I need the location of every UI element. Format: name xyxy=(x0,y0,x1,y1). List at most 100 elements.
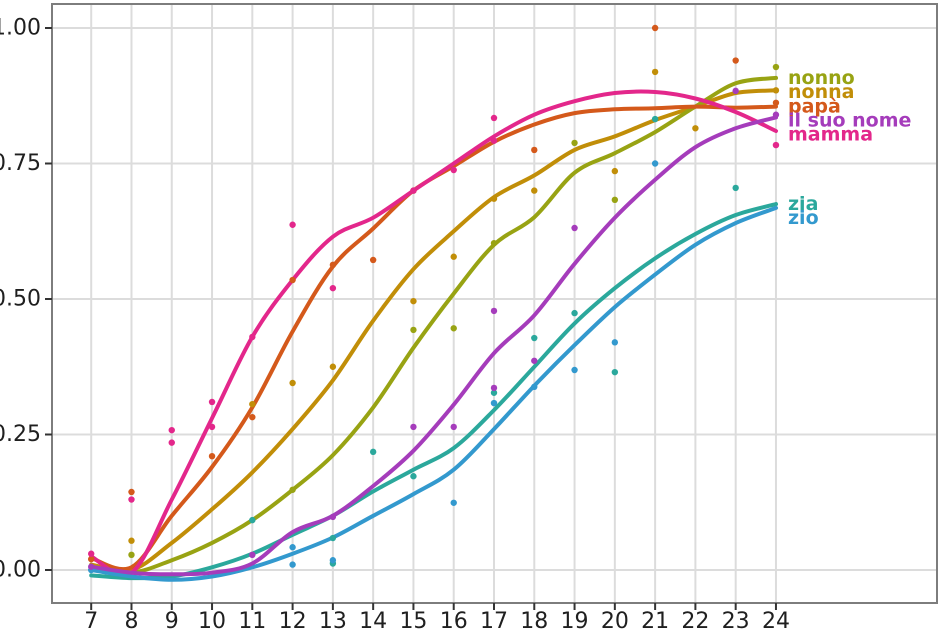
data-point-mamma xyxy=(208,423,216,431)
data-point-papa xyxy=(249,413,256,421)
x-tick-label: 14 xyxy=(359,609,387,631)
data-point-nonna xyxy=(490,195,498,202)
data-point-papa xyxy=(369,256,377,264)
data-point-il-suo-nome xyxy=(732,87,739,95)
series-label-nonno: nonno xyxy=(788,67,855,89)
data-point-il-suo-nome xyxy=(772,111,780,118)
x-tick-label: 13 xyxy=(319,609,347,631)
data-point-zia xyxy=(410,473,417,480)
data-point-papa xyxy=(329,261,337,269)
data-point-il-suo-nome xyxy=(410,423,417,431)
x-tick-label: 12 xyxy=(279,609,307,631)
series-label-il-suo-nome: il suo nome xyxy=(788,110,911,132)
data-point-nonna xyxy=(651,68,659,76)
data-point-il-suo-nome xyxy=(88,563,95,570)
data-point-nonna xyxy=(611,167,619,175)
y-tick-label: 0.75 xyxy=(0,151,41,176)
data-point-mamma xyxy=(772,141,780,149)
data-point-nonno xyxy=(128,551,135,559)
data-point-mamma xyxy=(329,284,337,292)
series-label-mamma: mamma xyxy=(788,124,873,146)
x-tick-label: 17 xyxy=(480,609,508,631)
x-tick-label: 21 xyxy=(641,609,669,631)
x-tick-label: 9 xyxy=(165,609,179,631)
x-tick-label: 18 xyxy=(520,609,548,631)
y-tick-label: 0.00 xyxy=(0,558,41,583)
data-point-mamma xyxy=(88,550,95,557)
x-tick-label: 23 xyxy=(722,609,750,631)
data-point-nonno xyxy=(611,196,619,204)
data-point-mamma xyxy=(168,426,175,434)
data-point-nonna xyxy=(329,363,337,370)
x-tick-label: 11 xyxy=(238,609,266,631)
series-label-zio: zio xyxy=(788,207,819,229)
data-point-il-suo-nome xyxy=(329,513,337,521)
data-point-zia xyxy=(369,448,377,456)
data-point-zio xyxy=(531,383,538,391)
data-point-zia xyxy=(531,334,538,342)
data-point-nonno xyxy=(410,326,417,334)
data-point-nonna xyxy=(289,379,296,387)
x-tick-label: 8 xyxy=(124,609,138,631)
data-point-nonna xyxy=(772,87,780,94)
data-point-zio xyxy=(329,557,337,564)
x-tick-label: 19 xyxy=(561,609,589,631)
data-point-nonno xyxy=(289,486,296,493)
x-tick-label: 24 xyxy=(762,609,790,631)
data-point-il-suo-nome xyxy=(450,423,457,431)
series-curve-zia xyxy=(89,202,778,581)
data-point-zio xyxy=(571,366,578,374)
data-point-zio xyxy=(450,499,457,506)
data-point-zio xyxy=(289,544,296,551)
data-point-nonno xyxy=(772,63,780,71)
data-point-zia xyxy=(611,368,619,376)
data-point-papa xyxy=(772,99,780,106)
data-point-il-suo-nome xyxy=(531,357,538,364)
data-point-il-suo-nome xyxy=(490,307,498,315)
data-point-nonna xyxy=(249,400,256,408)
data-point-zia xyxy=(490,389,498,396)
data-point-il-suo-nome xyxy=(249,551,256,559)
data-point-zia xyxy=(571,309,578,317)
series-label-nonna: nonna xyxy=(788,81,854,103)
data-point-mamma xyxy=(249,333,256,341)
data-point-mamma xyxy=(490,114,498,122)
data-point-nonno xyxy=(490,239,498,247)
data-point-nonna xyxy=(531,187,538,194)
x-tick-label: 22 xyxy=(681,609,709,631)
data-point-papa xyxy=(732,57,739,64)
data-point-nonno xyxy=(571,139,578,147)
series-label-papa: papà xyxy=(788,96,841,118)
data-point-zia xyxy=(732,184,739,192)
data-point-zio xyxy=(490,399,498,407)
x-tick-label: 20 xyxy=(601,609,629,631)
data-point-mamma xyxy=(450,166,457,174)
y-tick-label: 0.50 xyxy=(0,287,41,312)
x-tick-label: 10 xyxy=(198,609,226,631)
data-point-papa xyxy=(531,146,538,154)
data-point-mamma xyxy=(490,137,498,144)
data-point-mamma xyxy=(410,187,417,194)
x-tick-label: 15 xyxy=(399,609,427,631)
data-point-papa xyxy=(651,24,659,32)
data-point-zia xyxy=(329,534,337,542)
data-point-nonno xyxy=(450,325,457,332)
data-point-mamma xyxy=(128,496,135,503)
series-label-zia: zia xyxy=(788,193,818,215)
data-point-mamma xyxy=(208,398,216,406)
data-point-il-suo-nome xyxy=(490,384,498,392)
x-tick-label: 16 xyxy=(440,609,468,631)
data-point-zio xyxy=(611,339,619,346)
data-point-zio xyxy=(289,561,296,568)
data-point-nonna xyxy=(410,297,417,305)
data-point-mamma xyxy=(289,221,296,228)
y-tick-label: 1.00 xyxy=(0,16,41,41)
data-point-nonna xyxy=(128,537,135,544)
series-curve-zio xyxy=(89,205,778,582)
data-point-zia xyxy=(651,115,659,123)
data-point-papa xyxy=(88,555,95,563)
data-point-mamma xyxy=(168,439,175,446)
y-tick-label: 0.25 xyxy=(0,422,41,447)
data-point-papa xyxy=(208,452,216,460)
